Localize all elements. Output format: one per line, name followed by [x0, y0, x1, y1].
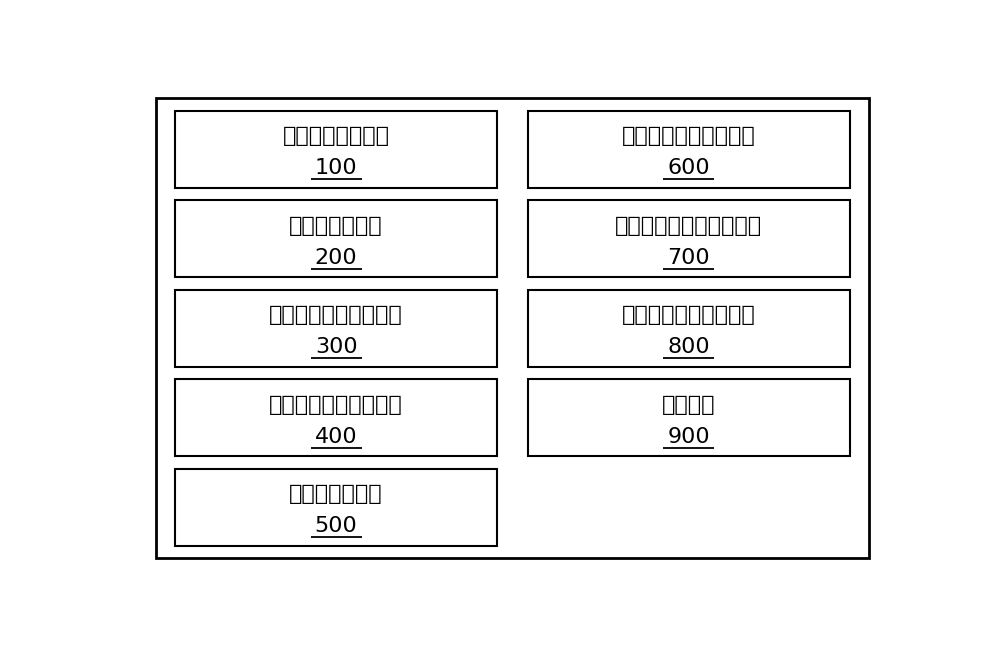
Text: 700: 700: [668, 248, 710, 268]
FancyBboxPatch shape: [528, 200, 850, 277]
Text: 解调模块: 解调模块: [662, 395, 716, 415]
Text: 初始数据采集模块: 初始数据采集模块: [283, 126, 390, 146]
FancyBboxPatch shape: [528, 380, 850, 456]
Text: 800: 800: [668, 337, 710, 358]
Text: 300: 300: [315, 337, 358, 358]
Text: 第二双折射值计算模块: 第二双折射值计算模块: [622, 306, 756, 325]
Text: 拟合系数初值计算模块: 拟合系数初值计算模块: [269, 306, 403, 325]
FancyBboxPatch shape: [175, 290, 497, 367]
Text: 特征相位点重选取模块: 特征相位点重选取模块: [622, 126, 756, 146]
Text: 600: 600: [668, 158, 710, 178]
Text: 数据重采集模块: 数据重采集模块: [289, 484, 383, 504]
Text: 100: 100: [315, 158, 358, 178]
FancyBboxPatch shape: [528, 290, 850, 367]
FancyBboxPatch shape: [175, 111, 497, 188]
FancyBboxPatch shape: [175, 469, 497, 546]
FancyBboxPatch shape: [156, 98, 869, 558]
FancyBboxPatch shape: [528, 111, 850, 188]
FancyBboxPatch shape: [175, 380, 497, 456]
Text: 400: 400: [315, 427, 358, 447]
Text: 500: 500: [315, 517, 358, 536]
Text: 900: 900: [668, 427, 710, 447]
Text: 第一双折射值计算模块: 第一双折射值计算模块: [269, 395, 403, 415]
Text: 变化双折射系数计算模块: 变化双折射系数计算模块: [615, 216, 762, 236]
FancyBboxPatch shape: [175, 200, 497, 277]
Text: 200: 200: [315, 248, 358, 268]
Text: 腰值点选取模块: 腰值点选取模块: [289, 216, 383, 236]
